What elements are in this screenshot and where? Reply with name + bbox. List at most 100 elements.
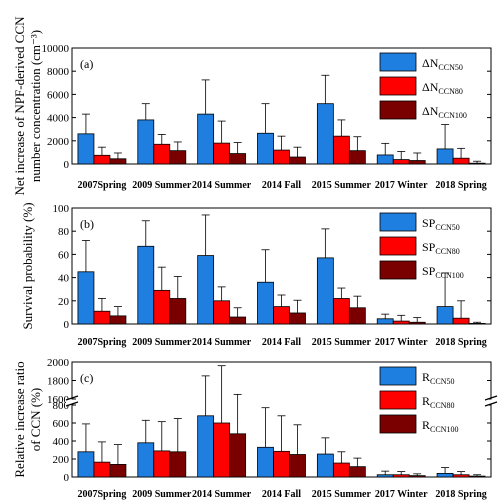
- y-axis-label: Net increase of NPF-derived CCN: [12, 16, 27, 196]
- legend-main: R: [422, 370, 430, 384]
- bar: [348, 307, 366, 325]
- x-category-label: 2014 Fall: [262, 180, 301, 191]
- y-tick-label: 1800: [47, 376, 70, 388]
- x-category-label: 2009 Summer: [132, 489, 192, 500]
- y-tick-label: 10000: [42, 43, 70, 55]
- bar: [273, 149, 290, 165]
- legend-swatch: [379, 76, 417, 96]
- y-tick-label: 4000: [47, 113, 70, 125]
- bar: [392, 474, 410, 478]
- axis-break-mark: [65, 401, 79, 407]
- axis-break-gap: [66, 399, 78, 405]
- legend-entry: SPCCN50: [422, 216, 460, 232]
- bar: [77, 133, 95, 165]
- x-category-label: 2007Spring: [77, 180, 126, 191]
- axis-break-mark: [65, 395, 79, 401]
- bar: [408, 475, 426, 478]
- y-tick-label: 800: [53, 400, 70, 412]
- legend-entry: ΔNCCN50: [422, 56, 463, 72]
- panel-0: 0 2000 4000 6000 8000 10000 2007Spring 2009 Sum…: [12, 16, 492, 196]
- axis-break-gap: [485, 399, 497, 405]
- x-category-label: 2014 Fall: [262, 489, 301, 500]
- legend-subscript: CCN80: [430, 401, 454, 410]
- axis-break-mark: [484, 401, 498, 407]
- legend-subscript: CCN100: [438, 111, 466, 120]
- bar: [408, 321, 426, 325]
- legend-subscript: CCN50: [435, 223, 459, 232]
- bar: [213, 300, 231, 325]
- bar: [348, 150, 366, 165]
- bar: [436, 306, 454, 325]
- x-category-label: 2015 Summer: [312, 489, 372, 500]
- x-category-label: 2017 Winter: [375, 489, 428, 500]
- y-axis-label: of CCN (%): [28, 388, 43, 452]
- bar: [197, 113, 215, 165]
- legend-subscript: CCN100: [430, 425, 458, 434]
- legend-entry: SPCCN100: [422, 264, 464, 280]
- legend-swatch: [379, 52, 417, 72]
- panel-label: (a): [80, 57, 93, 71]
- x-category-label: 2014 Summer: [192, 489, 252, 500]
- bar: [273, 306, 290, 325]
- bar: [289, 312, 306, 325]
- legend-subscript: CCN50: [438, 63, 462, 72]
- x-category-label: 2009 Summer: [132, 180, 192, 191]
- bar: [289, 156, 306, 165]
- bar: [153, 450, 171, 478]
- bar: [376, 474, 394, 478]
- bar: [332, 298, 350, 325]
- legend-entry: RCCN80: [422, 394, 454, 410]
- x-category-label: 2007Spring: [77, 337, 126, 348]
- bar: [229, 153, 247, 165]
- y-axis-label: Relative increase ratio: [12, 361, 27, 477]
- x-category-label: 2018 Spring: [435, 489, 486, 500]
- panel-label: (c): [80, 371, 93, 385]
- bar: [229, 316, 247, 325]
- bar: [137, 245, 155, 325]
- bar: [257, 132, 274, 165]
- bar: [93, 310, 111, 325]
- bar: [392, 320, 410, 325]
- bar: [273, 450, 290, 478]
- bar: [452, 317, 470, 325]
- bar: [77, 271, 95, 325]
- y-tick-label: 200: [53, 454, 70, 466]
- x-category-label: 2017 Winter: [375, 180, 428, 191]
- bar: [169, 150, 187, 165]
- bar: [137, 119, 155, 165]
- bar: [169, 298, 187, 325]
- legend-main: SP: [422, 216, 436, 230]
- legend-main: ΔN: [422, 104, 439, 118]
- bar: [197, 415, 215, 478]
- y-tick-label: 60: [58, 249, 70, 261]
- x-category-label: 2017 Winter: [375, 337, 428, 348]
- legend-swatch: [379, 390, 417, 410]
- legend-swatch: [379, 236, 417, 256]
- y-tick-label: 80: [58, 226, 70, 238]
- legend-swatch: [379, 212, 417, 232]
- bar: [468, 323, 486, 325]
- bar: [452, 474, 470, 478]
- bar: [109, 463, 127, 478]
- legend-subscript: CCN80: [435, 247, 459, 256]
- panel-1: 0 20 40 60 80 100 2007Spring 2009 Summer 2014 Su…: [20, 202, 492, 348]
- bar: [332, 135, 350, 165]
- bar: [197, 255, 215, 325]
- y-tick-label: 0: [64, 319, 70, 331]
- legend-main: ΔN: [422, 80, 439, 94]
- bar: [316, 103, 334, 165]
- x-category-label: 2007Spring: [77, 489, 126, 500]
- legend-swatch: [379, 414, 417, 434]
- x-category-label: 2015 Summer: [312, 337, 372, 348]
- legend-subscript: CCN80: [438, 87, 462, 96]
- bar: [376, 318, 394, 325]
- bar: [169, 451, 187, 478]
- x-category-label: 2018 Spring: [435, 180, 486, 191]
- y-tick-label: 6000: [47, 89, 70, 101]
- bar: [348, 466, 366, 478]
- bar: [392, 159, 410, 165]
- bar: [452, 157, 470, 165]
- y-tick-label: 0: [64, 159, 70, 171]
